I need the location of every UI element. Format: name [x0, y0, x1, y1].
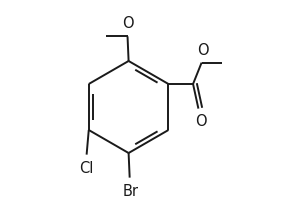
Text: O: O: [195, 114, 206, 129]
Text: Br: Br: [123, 184, 139, 199]
Text: O: O: [197, 43, 208, 58]
Text: Cl: Cl: [80, 160, 94, 176]
Text: O: O: [122, 16, 133, 31]
